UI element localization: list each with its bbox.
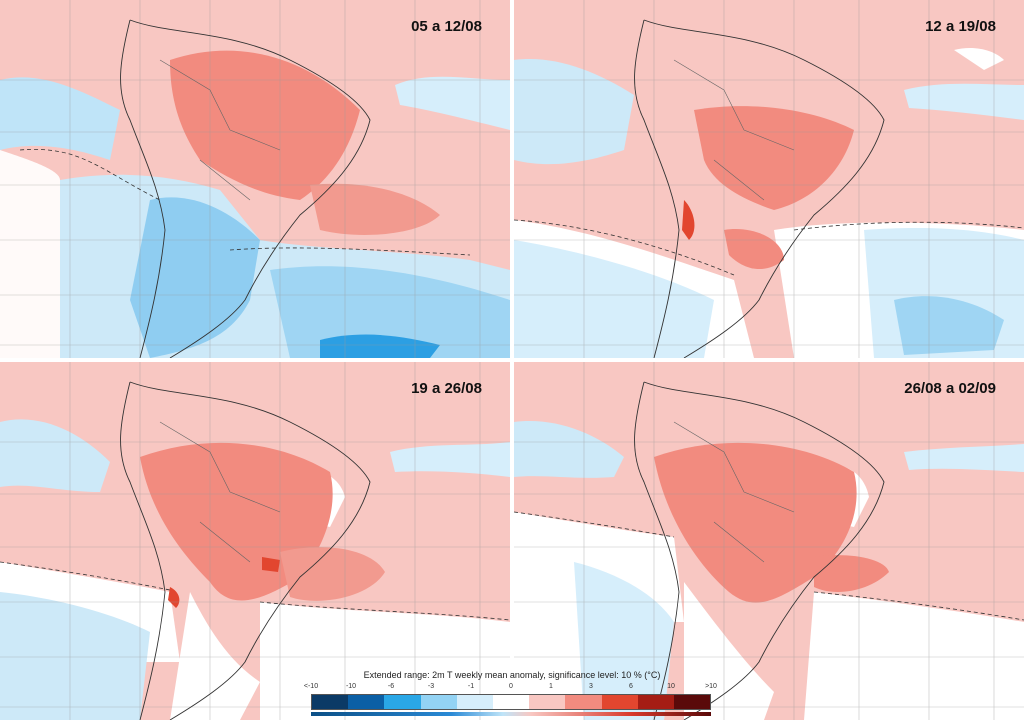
- legend-tick-label: -3: [427, 683, 435, 690]
- anomaly-map-2: [514, 0, 1024, 358]
- anomaly-map-4: [514, 362, 1024, 720]
- legend-color-box: [348, 695, 385, 709]
- legend-color-box: [492, 695, 530, 709]
- legend-color-box: [384, 695, 421, 709]
- legend-tick-label: -10: [345, 683, 357, 690]
- legend-tick-label: -6: [387, 683, 395, 690]
- legend-color-box: [529, 695, 566, 709]
- panel-4-title: 26/08 a 02/09: [904, 380, 996, 397]
- legend-tick-label: 3: [589, 683, 593, 690]
- legend-ticks: <-10 -10 -6 -3 -1 0 1 3 6 10 >10: [304, 683, 717, 693]
- anomaly-map-3: [0, 362, 510, 720]
- legend-color-box: [637, 695, 674, 709]
- legend-color-box: [456, 695, 493, 709]
- map-panel-2: 12 a 19/08: [514, 0, 1024, 358]
- legend-color-box: [420, 695, 457, 709]
- legend-tick-label: -1: [467, 683, 475, 690]
- legend-tick-label: 1: [549, 683, 553, 690]
- legend-colorbar: [311, 694, 711, 710]
- map-panel-1: 05 a 12/08: [0, 0, 510, 358]
- colorbar-legend: Extended range: 2m T weekly mean anomaly…: [0, 662, 1024, 720]
- legend-color-box: [565, 695, 602, 709]
- legend-tick-label: 6: [629, 683, 633, 690]
- legend-tick-label: >10: [705, 683, 717, 690]
- legend-tick-label: <-10: [303, 683, 319, 690]
- legend-tick-label: 10: [667, 683, 675, 690]
- anomaly-map-1: [0, 0, 510, 358]
- legend-color-box: [673, 695, 711, 709]
- legend-gradient-strip: [311, 712, 711, 716]
- map-panel-3: 19 a 26/08: [0, 362, 510, 720]
- map-panel-4: 26/08 a 02/09: [514, 362, 1024, 720]
- legend-title: Extended range: 2m T weekly mean anomaly…: [363, 670, 661, 680]
- legend-tick-label: 0: [509, 683, 513, 690]
- panel-1-title: 05 a 12/08: [411, 18, 482, 35]
- legend-color-box: [601, 695, 638, 709]
- legend-color-box: [312, 695, 349, 709]
- panel-2-title: 12 a 19/08: [925, 18, 996, 35]
- panel-3-title: 19 a 26/08: [411, 380, 482, 397]
